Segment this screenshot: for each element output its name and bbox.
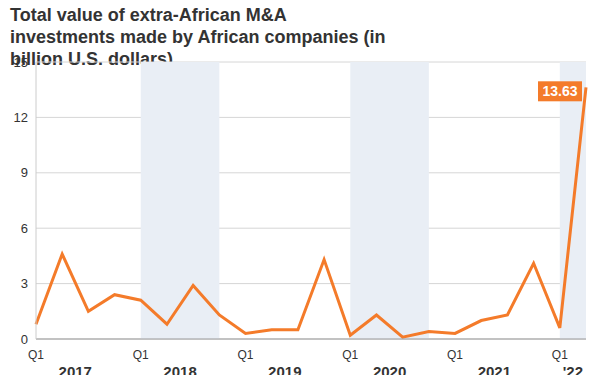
svg-text:2017: 2017 xyxy=(59,363,92,375)
svg-text:6: 6 xyxy=(21,221,28,236)
svg-text:Q1: Q1 xyxy=(133,348,149,362)
svg-text:12: 12 xyxy=(14,110,28,125)
svg-text:Q1: Q1 xyxy=(447,348,463,362)
svg-text:9: 9 xyxy=(21,165,28,180)
svg-text:Q1: Q1 xyxy=(552,348,568,362)
svg-text:2019: 2019 xyxy=(268,363,301,375)
svg-text:Q1: Q1 xyxy=(342,348,358,362)
svg-text:Q1: Q1 xyxy=(238,348,254,362)
svg-text:13.63: 13.63 xyxy=(542,83,577,99)
svg-text:2020: 2020 xyxy=(373,363,406,375)
svg-text:'22: '22 xyxy=(563,363,583,375)
svg-text:2018: 2018 xyxy=(163,363,196,375)
svg-text:Q1: Q1 xyxy=(28,348,44,362)
svg-text:15: 15 xyxy=(14,55,28,70)
svg-text:3: 3 xyxy=(21,276,28,291)
svg-text:0: 0 xyxy=(21,332,28,347)
svg-text:2021: 2021 xyxy=(478,363,511,375)
